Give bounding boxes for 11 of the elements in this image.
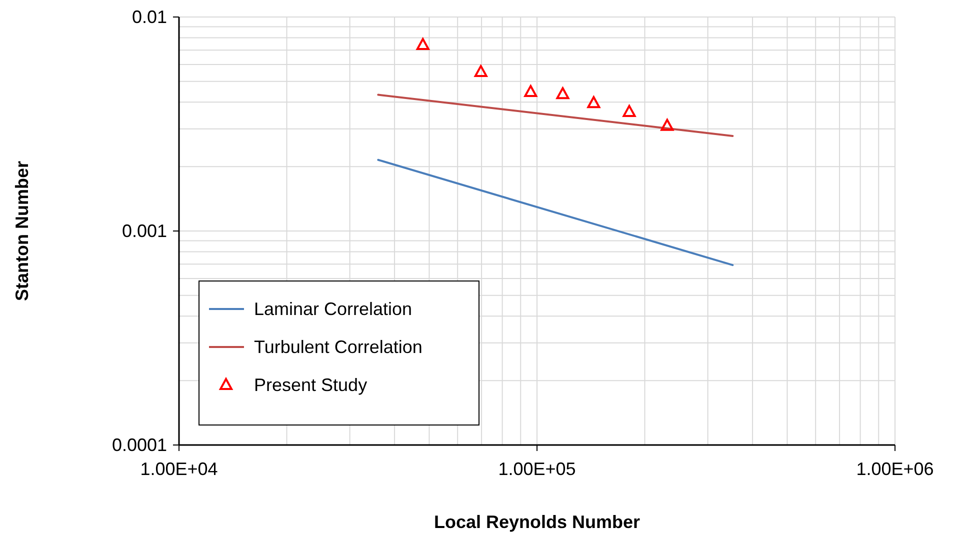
legend-label: Present Study	[254, 375, 368, 395]
x-axis-title: Local Reynolds Number	[434, 512, 640, 532]
legend-label: Turbulent Correlation	[254, 337, 422, 357]
y-axis-title: Stanton Number	[12, 160, 32, 302]
y-tick-label: 0.001	[122, 221, 167, 241]
y-tick-label: 0.0001	[112, 435, 167, 455]
x-tick-label: 1.00E+04	[140, 459, 218, 479]
legend-label: Laminar Correlation	[254, 299, 412, 319]
y-tick-label: 0.01	[132, 7, 167, 27]
x-tick-label: 1.00E+05	[498, 459, 576, 479]
x-tick-label: 1.00E+06	[856, 459, 934, 479]
